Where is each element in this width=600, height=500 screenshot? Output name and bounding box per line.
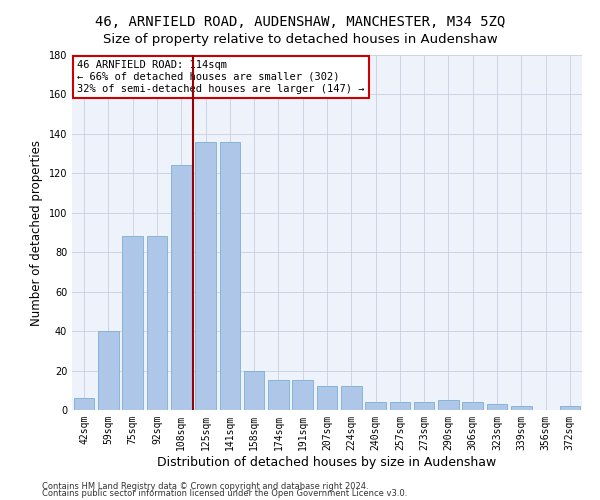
Bar bbox=[244, 370, 265, 410]
Text: Size of property relative to detached houses in Audenshaw: Size of property relative to detached ho… bbox=[103, 32, 497, 46]
Bar bbox=[268, 380, 289, 410]
Bar bbox=[317, 386, 337, 410]
Bar bbox=[146, 236, 167, 410]
Bar bbox=[220, 142, 240, 410]
Bar bbox=[463, 402, 483, 410]
X-axis label: Distribution of detached houses by size in Audenshaw: Distribution of detached houses by size … bbox=[157, 456, 497, 468]
Bar bbox=[389, 402, 410, 410]
Bar bbox=[487, 404, 508, 410]
Bar bbox=[560, 406, 580, 410]
Text: 46 ARNFIELD ROAD: 114sqm
← 66% of detached houses are smaller (302)
32% of semi-: 46 ARNFIELD ROAD: 114sqm ← 66% of detach… bbox=[77, 60, 365, 94]
Bar bbox=[292, 380, 313, 410]
Text: Contains public sector information licensed under the Open Government Licence v3: Contains public sector information licen… bbox=[42, 489, 407, 498]
Bar bbox=[511, 406, 532, 410]
Bar bbox=[195, 142, 216, 410]
Y-axis label: Number of detached properties: Number of detached properties bbox=[30, 140, 43, 326]
Bar bbox=[438, 400, 459, 410]
Bar bbox=[365, 402, 386, 410]
Bar bbox=[122, 236, 143, 410]
Bar bbox=[74, 398, 94, 410]
Bar bbox=[414, 402, 434, 410]
Bar bbox=[171, 166, 191, 410]
Text: Contains HM Land Registry data © Crown copyright and database right 2024.: Contains HM Land Registry data © Crown c… bbox=[42, 482, 368, 491]
Bar bbox=[341, 386, 362, 410]
Text: 46, ARNFIELD ROAD, AUDENSHAW, MANCHESTER, M34 5ZQ: 46, ARNFIELD ROAD, AUDENSHAW, MANCHESTER… bbox=[95, 15, 505, 29]
Bar bbox=[98, 331, 119, 410]
